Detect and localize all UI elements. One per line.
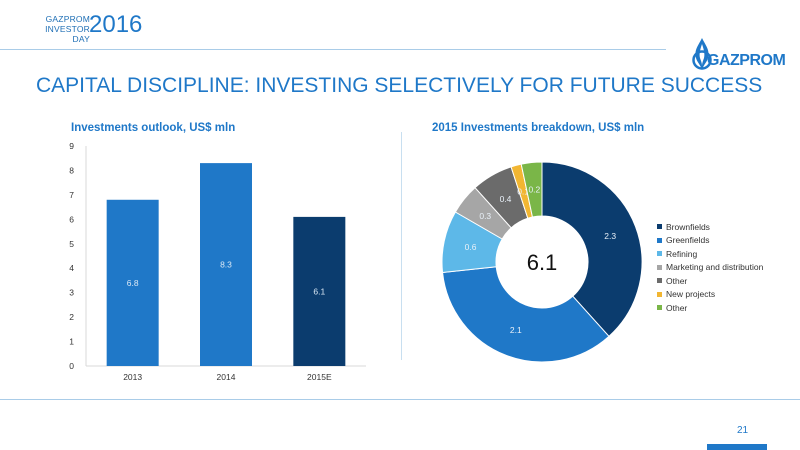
y-tick-label: 9 (69, 141, 74, 151)
brand-year: 2016 (89, 11, 143, 38)
slice-value-label: 0.6 (465, 242, 477, 252)
legend-label: Refining (666, 248, 698, 259)
page-number: 21 (737, 425, 749, 436)
y-tick-label: 6 (69, 214, 74, 224)
legend-label: Other (666, 302, 688, 313)
legend-item: New projects (657, 288, 763, 302)
page-title: CAPITAL DISCIPLINE: INVESTING SELECTIVEL… (36, 74, 763, 97)
slice-value-label: 0.3 (479, 211, 491, 221)
donut-center-label: 6.1 (527, 250, 558, 275)
legend-label: Brownfields (666, 221, 710, 232)
top-divider (0, 49, 666, 50)
legend-swatch (657, 278, 662, 284)
legend-label: Greenfields (666, 235, 710, 246)
legend-swatch (657, 305, 662, 311)
y-tick-label: 2 (69, 312, 74, 322)
donut-legend: Brownfields Greenfields Refining Marketing … (657, 220, 763, 315)
donut-slice (520, 161, 543, 218)
legend-label: Marketing and distribution (666, 262, 764, 273)
legend-swatch (657, 237, 662, 243)
y-tick-label: 7 (69, 190, 74, 200)
investments-donut-chart: 2.3 2.1 0.6 0.3 0.4 0.1 0.2 6.1 (441, 161, 643, 363)
investments-bar-chart: 0 1 2 3 4 5 6 7 8 9 6.8 2013 8.3 2014 6.1 2015E (69, 141, 366, 382)
page-number-bar (707, 444, 767, 450)
chart-divider (401, 132, 402, 360)
legend-swatch (657, 224, 662, 230)
legend-item: Other (657, 301, 763, 315)
legend-swatch (657, 264, 662, 270)
donut-chart-title: 2015 Investments breakdown, US$ mln (432, 122, 645, 134)
y-tick-label: 0 (69, 361, 74, 371)
bar-value-label: 8.3 (220, 260, 232, 270)
slice-value-label: 2.1 (510, 325, 522, 335)
slice-value-label: 0.1 (517, 186, 529, 196)
slice-value-label: 0.2 (528, 184, 540, 194)
bottom-divider (0, 399, 800, 400)
bar-value-label: 6.1 (313, 286, 325, 296)
x-tick-label: 2015E (307, 372, 332, 382)
donut-slice (541, 161, 643, 338)
gazprom-logo (692, 38, 712, 70)
legend-item: Refining (657, 247, 763, 261)
y-tick-label: 3 (69, 288, 74, 298)
legend-item: Other (657, 274, 763, 288)
brand-name: GAZPROM INVESTOR DAY (45, 14, 90, 44)
bar-value-label: 6.8 (127, 278, 139, 288)
y-tick-label: 1 (69, 337, 74, 347)
legend-label: New projects (666, 289, 716, 300)
legend-swatch (657, 291, 662, 297)
bar (293, 216, 346, 366)
y-tick-label: 8 (69, 165, 74, 175)
x-tick-label: 2013 (123, 372, 142, 382)
x-tick-label: 2014 (217, 372, 236, 382)
bar (200, 163, 252, 366)
legend-item: Brownfields (657, 220, 763, 234)
y-tick-label: 4 (69, 263, 74, 273)
legend-item: Marketing and distribution (657, 261, 763, 275)
slice-value-label: 2.3 (604, 231, 616, 241)
bar (106, 199, 159, 366)
donut-slice (441, 266, 610, 363)
y-tick-label: 5 (69, 239, 74, 249)
legend-swatch (657, 251, 662, 257)
bar-chart-title: Investments outlook, US$ mln (71, 122, 236, 134)
legend-item: Greenfields (657, 234, 763, 248)
logo-wordmark: GAZPROM (707, 52, 786, 69)
slice-value-label: 0.4 (500, 194, 512, 204)
legend-label: Other (666, 275, 688, 286)
